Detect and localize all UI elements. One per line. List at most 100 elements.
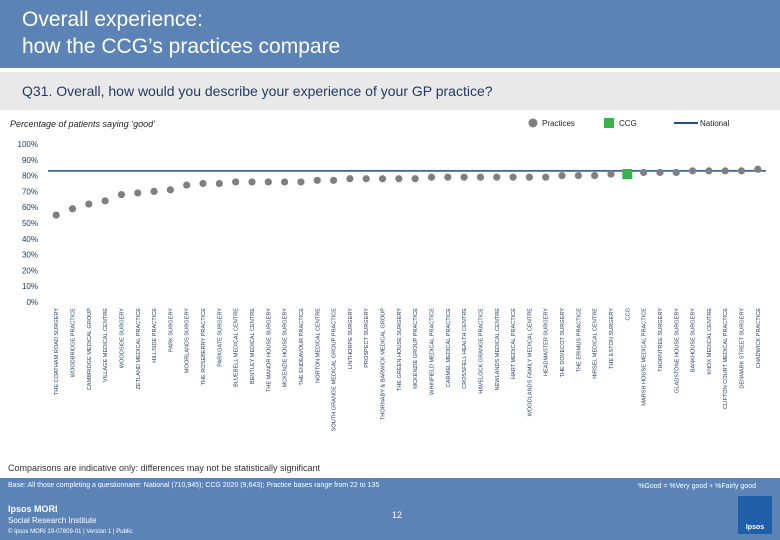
legend-ccg-marker (604, 118, 614, 128)
practice-marker (264, 178, 272, 186)
copyright: © Ipsos MORI 19-07809-01 | Version 1 | P… (8, 529, 133, 535)
practice-marker (509, 173, 517, 181)
x-tick-label: HAVELOCK GRANGE PRACTICE (478, 308, 484, 394)
y-tick-label: 80% (22, 172, 38, 181)
practice-marker (737, 167, 746, 175)
practice-marker (199, 179, 207, 188)
chart-subtitle: Percentage of patients saying ‘good’ (10, 119, 156, 129)
y-tick-label: 10% (22, 282, 38, 291)
practice-marker (101, 197, 109, 205)
brand-subtitle: Social Research Institute (8, 516, 97, 525)
practice-marker (117, 190, 126, 199)
legend-ccg: CCG (604, 117, 654, 131)
legend-practices-label: Practices (542, 119, 575, 128)
y-tick-label: 0% (26, 298, 38, 307)
practice-marker (705, 167, 713, 175)
x-tick-label: PARK SURGERY (168, 308, 174, 352)
legend-ccg-label: CCG (619, 119, 637, 128)
practice-marker (411, 175, 419, 183)
x-tick-label: DENMARK STREET SURGERY (740, 308, 746, 389)
practice-marker (68, 205, 77, 213)
page-title: Overall experience: how the CCG’s practi… (22, 6, 340, 60)
legend-national-marker (674, 122, 698, 124)
x-tick-label: KNOX MEDICAL CENTRE (707, 308, 713, 375)
x-tick-label: CARMEL MEDICAL PRACTICE (446, 308, 452, 387)
x-tick-label: THE GREEN HOUSE SURGERY (397, 308, 403, 391)
y-tick-label: 70% (22, 187, 38, 196)
x-tick-label: VILLAGE MEDICAL CENTRE (103, 308, 109, 382)
brand-name: Ipsos MORI (8, 504, 58, 514)
x-tick-label: MARSH HOUSE MEDICAL PRACTICE (642, 308, 648, 406)
practice-marker (542, 173, 550, 181)
comparison-note: Comparisons are indicative only: differe… (8, 463, 320, 473)
chart-area: 0% 10% 20% 30% 40% 50% 60% 70% 80% 90% 100% THE COA… (0, 136, 780, 456)
x-tick-label: HIRSEL MEDICAL CENTRE (593, 308, 599, 379)
x-tick-label: WOODSIDE SURGERY (119, 308, 125, 368)
x-tick-label: CROSSFELL HEALTH CENTRE (462, 308, 468, 389)
practice-marker (444, 173, 452, 181)
x-tick-label: WOODLANDS FAMILY MEDICAL CENTRE (527, 308, 533, 417)
practice-marker (362, 175, 370, 183)
x-tick-label: THE ERIMUS PRACTICE (576, 308, 582, 373)
legend-practices: Practices (528, 117, 598, 131)
y-tick-label: 50% (22, 219, 38, 228)
practice-marker (460, 173, 468, 181)
x-tick-label: CAMBRIDGE MEDICAL GROUP (87, 308, 93, 390)
practice-marker (378, 175, 387, 183)
y-tick-label: 40% (22, 235, 38, 244)
definition-note: %Good = %Very good + %Fairly good (638, 483, 756, 490)
title-bar (0, 0, 780, 68)
legend-national-label: National (700, 119, 730, 128)
practice-marker (476, 173, 485, 181)
x-tick-label: THE ROSEBERRY PRACTICE (201, 308, 207, 386)
practice-marker (525, 173, 533, 181)
page-number: 12 (391, 510, 402, 520)
y-tick-label: 30% (22, 251, 38, 260)
practice-marker (427, 173, 436, 181)
x-tick-label: WOODBRIDGE PRACTICE (70, 308, 76, 378)
practice-marker (346, 175, 354, 183)
practice-marker (281, 178, 289, 186)
x-tick-label: NEWLANDS MEDICAL CENTRE (495, 308, 501, 391)
practice-marker (656, 168, 664, 177)
x-tick-label: THE ESTON SURGERY (609, 308, 615, 369)
x-tick-label: THE COATHAM ROAD SURGERY (54, 308, 60, 395)
y-tick-label: 60% (22, 203, 38, 212)
legend-national: National (674, 117, 744, 131)
practice-marker (297, 178, 305, 186)
practice-marker (134, 189, 142, 197)
x-tick-label: ZETLAND MEDICAL PRACTICE (136, 308, 142, 390)
x-tick-label: SOUTH GRANGE MEDICAL GROUP PRACTICE (332, 308, 338, 432)
y-tick-label: 20% (22, 266, 38, 275)
practice-marker (52, 211, 60, 219)
practice-marker (248, 178, 256, 186)
practice-marker (232, 178, 240, 186)
practice-marker (395, 175, 403, 183)
x-tick-label: THE DOVECOT SURGERY (560, 308, 566, 378)
practice-marker (688, 167, 697, 175)
x-tick-label: HART MEDICAL PRACTICE (511, 308, 517, 379)
footer-bar (0, 478, 780, 540)
legend-practices-marker (528, 118, 538, 128)
practice-marker (329, 176, 338, 184)
x-tick-label: CCG (625, 308, 631, 320)
x-tick-label: NORTON MEDICAL CENTRE (315, 308, 321, 383)
x-tick-label: THE ENDEAVOUR PRACTICE (299, 308, 305, 386)
page-title-line1: Overall experience: (22, 8, 203, 31)
x-tick-label: THE MANOR HOUSE SURGERY (266, 308, 272, 392)
x-tick-label: HEADMASTER SURGERY (544, 308, 550, 376)
practice-marker (493, 173, 501, 181)
practice-marker (754, 165, 762, 173)
ipsos-logo: Ipsos (738, 496, 772, 534)
x-tick-label: GLADSTONE HOUSE SURGERY (674, 308, 680, 393)
practice-marker (558, 172, 566, 180)
practice-marker (721, 167, 729, 175)
ipsos-logo-text: Ipsos (745, 524, 765, 531)
x-tick-label: THORNTREE SURGERY (658, 308, 664, 372)
x-tick-label: CHADWICK PRACTICE (756, 308, 762, 369)
page-title-line2: how the CCG’s practices compare (22, 35, 341, 58)
x-tick-label: WHINFIELD MEDICAL PRACTICE (429, 308, 435, 395)
x-tick-label: PARKGATE SURGERY (217, 308, 223, 367)
y-tick-label: 90% (22, 156, 38, 165)
practice-marker (313, 176, 321, 184)
